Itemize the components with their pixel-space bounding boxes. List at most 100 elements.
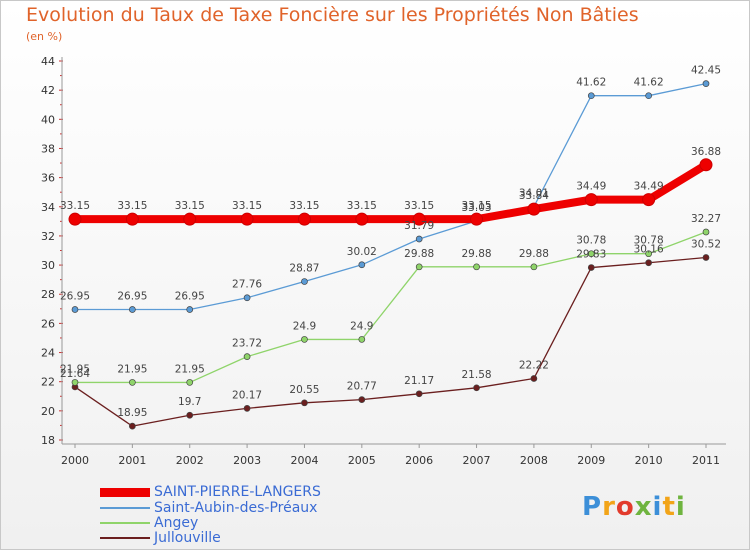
y-tick-label: 32 — [41, 230, 55, 243]
data-label: 33.15 — [462, 200, 492, 212]
legend-label: Angey — [154, 515, 199, 531]
series-markers — [68, 80, 713, 430]
legend-label: Jullouville — [154, 530, 221, 546]
data-label: 21.95 — [175, 363, 205, 375]
data-label: 26.95 — [175, 291, 205, 303]
legend-swatch — [100, 522, 150, 524]
series-line-2 — [75, 231, 707, 384]
data-point — [186, 379, 194, 386]
x-tick-label: 2005 — [348, 454, 376, 467]
data-point — [587, 250, 595, 258]
data-label: 33.15 — [117, 200, 147, 212]
data-label: 33.15 — [232, 200, 262, 212]
y-tick-label: 20 — [41, 405, 55, 418]
data-point — [186, 411, 194, 419]
logo-letter: o — [615, 492, 635, 522]
data-point — [68, 212, 82, 226]
y-tick-label: 34 — [41, 201, 55, 214]
data-point — [587, 264, 595, 271]
y-tick-label: 22 — [41, 376, 55, 389]
data-point — [243, 353, 251, 360]
data-label: 34.49 — [576, 181, 606, 193]
y-tick-label: 18 — [41, 434, 55, 447]
data-point — [240, 212, 254, 226]
data-point — [415, 390, 423, 398]
data-label: 18.95 — [117, 407, 147, 419]
data-point — [470, 212, 484, 226]
data-point — [702, 80, 710, 87]
data-label: 21.95 — [60, 363, 90, 375]
data-point — [645, 250, 652, 258]
data-label: 21.64 — [60, 368, 90, 380]
data-point — [702, 228, 710, 236]
y-tick-label: 24 — [41, 347, 55, 360]
logo-letter: r — [602, 492, 616, 522]
logo-letter: P — [582, 492, 603, 522]
data-point — [415, 235, 423, 243]
data-label: 21.95 — [117, 363, 147, 375]
data-point — [355, 212, 369, 226]
data-label: 33.15 — [175, 200, 205, 212]
logo-letter: t — [662, 492, 676, 522]
series-line-0 — [75, 161, 709, 224]
legend-swatch — [100, 487, 150, 497]
legend-swatch — [100, 537, 150, 539]
data-label: 23.72 — [232, 338, 262, 350]
data-point — [530, 375, 538, 382]
x-tick-label: 2008 — [520, 454, 548, 467]
data-point — [473, 263, 480, 271]
legend-item-saint-aubin-des-preaux: Saint-Aubin-des-Préaux — [100, 500, 317, 516]
logo-letter: i — [675, 492, 686, 522]
data-label: 20.17 — [232, 389, 262, 401]
legend-item-jullouville: Jullouville — [100, 530, 221, 546]
data-point — [129, 306, 136, 313]
data-point — [473, 384, 480, 392]
data-point — [702, 254, 710, 261]
unit-label: (en %) — [26, 30, 63, 43]
data-label: 22.22 — [519, 359, 549, 371]
data-point — [301, 278, 308, 285]
series-line-1 — [75, 82, 707, 311]
data-point — [699, 158, 713, 172]
data-label: 20.55 — [289, 384, 319, 396]
data-label: 29.83 — [576, 249, 606, 261]
x-tick-label: 2000 — [61, 454, 89, 467]
y-tick-label: 38 — [41, 142, 55, 155]
y-tick-label: 28 — [41, 288, 55, 301]
series-lines — [74, 82, 709, 427]
data-point — [584, 193, 598, 207]
data-label: 33.15 — [347, 200, 377, 212]
proxiti-logo: Proxiti — [582, 492, 686, 522]
data-label: 19.7 — [178, 396, 201, 408]
data-label: 30.16 — [634, 244, 664, 256]
data-label: 20.77 — [347, 381, 377, 393]
data-point — [527, 202, 541, 216]
x-tick-label: 2002 — [176, 454, 204, 467]
data-label: 34.01 — [519, 188, 549, 200]
data-label: 30.52 — [691, 238, 721, 250]
data-label: 33.15 — [289, 200, 319, 212]
data-point — [243, 405, 251, 412]
data-label: 41.62 — [576, 77, 606, 89]
data-point — [297, 212, 311, 226]
data-label: 30.02 — [347, 246, 377, 258]
data-label: 33.15 — [404, 200, 434, 212]
data-point — [301, 399, 308, 407]
data-label: 41.62 — [634, 77, 664, 89]
x-tick-label: 2009 — [577, 454, 605, 467]
data-point — [243, 294, 251, 302]
logo-letter: x — [634, 492, 653, 522]
data-point — [642, 193, 656, 207]
data-label: 21.58 — [462, 369, 492, 381]
y-tick-label: 42 — [41, 84, 55, 97]
data-label: 26.95 — [60, 291, 90, 303]
data-point — [412, 212, 426, 226]
data-point — [71, 379, 79, 386]
data-label: 30.78 — [576, 235, 606, 247]
chart-title: Evolution du Taux de Taxe Foncière sur l… — [26, 4, 639, 26]
data-label: 36.88 — [691, 146, 721, 158]
series-line-3 — [74, 256, 707, 427]
y-tick-label: 36 — [41, 172, 55, 185]
data-point — [125, 212, 139, 226]
